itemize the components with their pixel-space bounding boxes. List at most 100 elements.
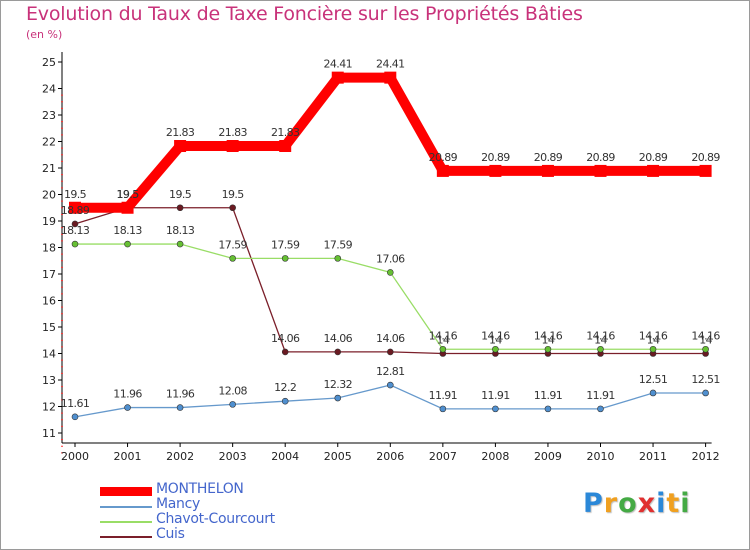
data-label: 17.59 <box>271 238 300 251</box>
data-point <box>492 405 499 413</box>
x-tick-label: 2008 <box>481 450 509 463</box>
data-label: 11.91 <box>429 389 458 402</box>
x-tick-label: 2010 <box>587 450 615 463</box>
y-tick-label: 20 <box>42 189 56 202</box>
data-label: 12.81 <box>376 365 405 378</box>
x-tick-label: 2006 <box>376 450 404 463</box>
data-label: 14.16 <box>429 329 458 342</box>
data-label: 18.13 <box>113 224 142 237</box>
data-point <box>281 255 289 262</box>
data-point <box>541 164 554 177</box>
data-label: 14.06 <box>376 332 405 345</box>
data-point <box>281 397 289 405</box>
data-label: 14 <box>542 334 555 347</box>
data-point <box>174 140 187 153</box>
legend-swatch-monthelon <box>100 487 152 496</box>
data-point <box>124 240 131 248</box>
data-label: 17.59 <box>324 238 353 251</box>
y-tick-label: 25 <box>42 56 56 69</box>
data-point <box>594 164 607 177</box>
data-label: 14.06 <box>324 332 353 345</box>
data-point <box>226 140 239 153</box>
data-point <box>597 405 604 413</box>
data-label: 20.89 <box>691 151 720 164</box>
data-label: 14.16 <box>639 329 668 342</box>
brand-letter: i <box>656 488 667 519</box>
y-tick-label: 17 <box>42 268 56 281</box>
brand-letter: P <box>583 488 604 519</box>
brand-letter: o <box>618 488 638 519</box>
data-point <box>229 204 236 212</box>
data-point <box>229 401 236 408</box>
y-tick-label: 12 <box>42 401 56 414</box>
data-point <box>334 394 342 402</box>
data-label: 14.16 <box>534 329 563 342</box>
data-label: 20.89 <box>534 151 563 164</box>
data-point <box>176 404 184 411</box>
data-point <box>492 345 499 353</box>
data-point <box>176 204 184 212</box>
x-tick-label: 2011 <box>639 450 667 463</box>
data-point <box>279 140 292 153</box>
data-label: 24.41 <box>376 58 405 71</box>
y-tick-label: 22 <box>42 136 56 149</box>
legend-label-monthelon: MONTHELON <box>156 481 244 497</box>
y-tick-label: 13 <box>42 374 56 387</box>
brand-letter: t <box>666 488 681 519</box>
data-label: 20.89 <box>429 151 458 164</box>
data-label: 20.89 <box>481 151 510 164</box>
data-label: 14 <box>436 334 449 347</box>
data-point <box>489 164 502 177</box>
legend-swatch-mancy <box>100 506 152 508</box>
data-point <box>71 413 79 421</box>
data-point <box>647 164 660 177</box>
x-tick-label: 2012 <box>692 450 720 463</box>
brand-logo: Proxiti <box>583 488 691 519</box>
data-point <box>281 348 289 356</box>
x-tick-label: 2004 <box>271 450 299 463</box>
data-label: 14.16 <box>481 329 510 342</box>
data-point <box>386 381 394 389</box>
chart-subtitle: (en %) <box>26 28 63 41</box>
series-layer <box>69 71 712 421</box>
data-label: 14.16 <box>586 329 615 342</box>
data-point <box>699 164 712 177</box>
data-label: 12.2 <box>274 381 296 394</box>
data-label: 20.89 <box>639 151 668 164</box>
data-point <box>69 201 81 214</box>
y-tick-label: 19 <box>42 215 56 228</box>
data-label: 19.5 <box>64 188 87 201</box>
data-label: 18.13 <box>166 224 195 237</box>
data-point <box>334 348 342 356</box>
data-label: 19.5 <box>117 188 140 201</box>
y-tick-label: 18 <box>42 242 56 255</box>
brand-letter: i <box>680 488 691 519</box>
data-point <box>702 345 709 353</box>
data-point <box>384 71 397 84</box>
data-label: 17.06 <box>376 252 405 265</box>
data-point <box>544 405 552 413</box>
y-tick-label: 16 <box>42 295 56 308</box>
data-label: 14.16 <box>691 329 720 342</box>
brand-letter: x <box>637 488 657 519</box>
data-label: 21.83 <box>271 126 300 139</box>
data-label: 20.89 <box>586 151 615 164</box>
data-label: 14 <box>699 334 712 347</box>
data-point <box>544 345 552 353</box>
data-point <box>71 240 79 248</box>
data-label: 12.32 <box>324 378 353 391</box>
data-point <box>176 240 184 248</box>
data-point <box>439 405 447 413</box>
data-label: 11.91 <box>481 389 510 402</box>
data-label: 12.51 <box>691 373 720 386</box>
x-tick-label: 2005 <box>324 450 352 463</box>
axes: 11 12 13 14 15 16 17 18 19 20 21 22 23 24 25 2000 2001 20… <box>42 52 720 463</box>
y-tick-label: 15 <box>42 321 56 334</box>
data-label: 18.13 <box>61 224 90 237</box>
data-point <box>124 404 131 411</box>
legend-swatch-cuis <box>100 536 152 538</box>
y-tick-label: 21 <box>42 162 56 175</box>
data-point <box>436 164 449 177</box>
x-tick-label: 2009 <box>534 450 562 463</box>
